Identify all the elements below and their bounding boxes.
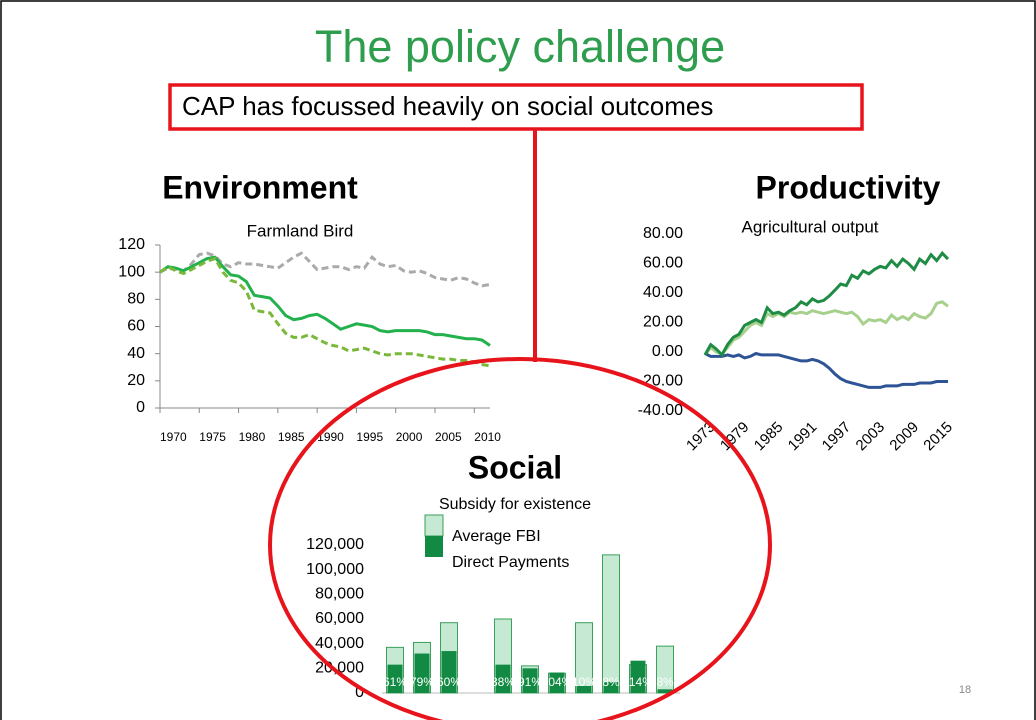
x-tick-label: 1990 [317,430,344,444]
bar-label: 61% [383,675,407,689]
chart-heading: Environment [162,169,358,205]
bar [441,651,457,693]
bar-label: 104% [542,675,573,689]
x-tick-label: 2010 [474,430,501,444]
y-tick-label: 120 [118,236,145,253]
bar-label: 114% [623,675,653,689]
y-tick-label: 0 [136,399,145,416]
bar [603,681,619,693]
bar-label: 8% [602,675,620,689]
y-tick-label: 40 [127,345,145,362]
y-tick-label: 40.00 [643,284,683,301]
y-tick-label: 40,000 [315,635,364,652]
line-series [703,300,949,356]
line-series [159,251,491,288]
bar [576,685,592,693]
legend-swatch [424,514,444,537]
bar [630,660,646,693]
chart-title: Farmland Bird [247,221,354,240]
line-series [159,256,491,368]
x-tick-label: 1995 [356,430,383,444]
chart-heading: Productivity [756,169,941,205]
y-tick-label: 80 [127,291,145,308]
x-tick-label: 2005 [435,430,462,444]
bar-label: 79% [410,675,434,689]
y-tick-label: 0 [355,684,364,701]
y-tick-label: 60,000 [315,610,364,627]
legend-label: Direct Payments [452,554,569,571]
bar [549,672,565,693]
slide-title: The policy challenge [315,21,725,72]
y-tick-label: 60.00 [643,255,683,272]
y-tick-label: 80,000 [315,586,364,603]
x-tick-label: 1970 [160,430,187,444]
y-tick-label: -40.00 [638,402,683,419]
bar-label: 8% [656,675,674,689]
charts: 0 20 40 60 80 100 120 1970 1975 1980 1985 1990 1995 2… [118,225,956,701]
y-tick-label: 100,000 [306,561,364,578]
y-tick-label: 80.00 [643,225,683,242]
x-tick-label: 1980 [239,430,266,444]
y-tick-label: 0.00 [652,343,683,360]
bar [657,689,673,693]
line-series [703,250,950,358]
chart-heading: Social [468,449,562,485]
bar-label: 38% [491,675,515,689]
line-series [704,351,948,389]
bar-label: 60% [437,675,461,689]
bar-label: 10% [572,675,596,689]
y-tick-label: 20 [127,372,145,389]
y-tick-label: 60 [127,318,145,335]
bar [522,668,538,693]
bar-label: 91% [518,675,542,689]
slide-subtitle: CAP has focussed heavily on social outco… [182,91,713,121]
y-tick-label: -20.00 [638,373,683,390]
y-tick-label: 100 [118,263,145,280]
chart-title: Agricultural output [741,217,878,236]
bar [495,664,511,693]
bar [602,554,620,694]
bar [414,653,430,693]
legend-swatch [425,536,443,557]
bar [387,664,403,693]
x-tick-label: 2000 [396,430,423,444]
chart-title: Subsidy for existence [439,496,591,513]
legend-label: Average FBI [452,528,541,545]
x-tick-label: 1985 [278,430,305,444]
subtitle-box [168,83,864,131]
x-tick-label: 1975 [199,430,226,444]
y-tick-label: 20.00 [643,314,683,331]
y-tick-label: 120,000 [306,536,364,553]
slide-number: 18 [959,684,971,696]
social-ellipse [268,357,772,720]
